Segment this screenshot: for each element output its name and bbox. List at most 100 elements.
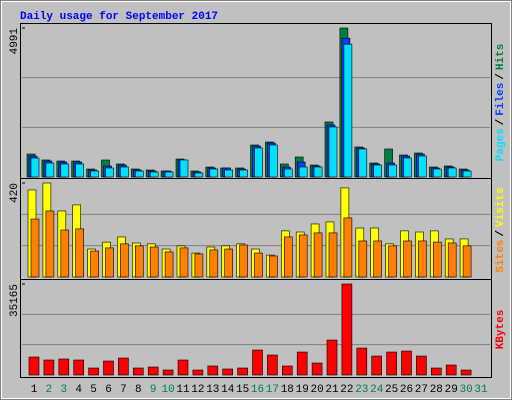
bar	[283, 236, 293, 278]
bar	[341, 283, 353, 376]
bar	[269, 255, 278, 278]
bar	[30, 157, 40, 178]
bar	[164, 171, 174, 178]
bar	[418, 240, 427, 278]
bar	[283, 168, 293, 178]
bar	[447, 242, 457, 278]
bar	[430, 367, 442, 376]
bar	[30, 218, 40, 278]
bar	[120, 166, 129, 178]
bar	[313, 232, 323, 278]
bar	[237, 367, 248, 376]
x-tick-label: 5	[90, 384, 97, 396]
legend-separator: /	[495, 230, 507, 237]
bar	[209, 249, 219, 278]
bar	[462, 245, 472, 278]
bar	[207, 365, 219, 376]
bar	[88, 367, 99, 376]
x-tick-label: 15	[236, 384, 249, 396]
y-tick-label: 4991	[9, 28, 21, 55]
bar	[239, 244, 248, 278]
x-tick-label: 8	[135, 384, 142, 396]
x-tick-label: 16	[251, 384, 264, 396]
x-tick-label: 14	[221, 384, 235, 396]
bar	[313, 166, 323, 178]
x-tick-label: 28	[430, 384, 443, 396]
bar	[105, 167, 114, 178]
bar	[356, 347, 368, 376]
y-tick-label: 35165	[9, 284, 21, 317]
x-tick-label: 2	[46, 384, 53, 396]
x-tick-label: 25	[385, 384, 398, 396]
bar	[224, 169, 233, 178]
y-tick-label: 420	[9, 183, 21, 203]
bar	[58, 358, 70, 376]
bar	[135, 170, 144, 178]
bar	[147, 366, 159, 376]
x-tick-label: 13	[206, 384, 219, 396]
x-tick-label: 7	[120, 384, 127, 396]
x-tick-label: 3	[60, 384, 67, 396]
x-tick-label: 31	[474, 384, 488, 396]
bar	[90, 250, 99, 278]
x-tick-label: 29	[445, 384, 458, 396]
bar	[373, 164, 383, 178]
bar	[416, 355, 427, 376]
bar	[149, 246, 159, 278]
x-tick-label: 1	[31, 384, 38, 396]
bar	[209, 168, 219, 178]
bar	[373, 240, 383, 278]
bar	[45, 162, 55, 178]
bar	[179, 159, 189, 178]
bar	[75, 228, 84, 278]
bar	[418, 155, 427, 178]
bar	[179, 247, 189, 278]
bar	[45, 210, 55, 278]
legend: Pages / Files / Hits	[495, 44, 507, 162]
x-tick-label: 4	[75, 384, 82, 396]
bar	[432, 168, 442, 178]
bar	[388, 245, 397, 278]
legend-entry: Files	[495, 83, 507, 116]
bar	[460, 369, 472, 376]
x-tick-label: 21	[325, 384, 339, 396]
bar	[386, 351, 397, 376]
x-tick-label: 10	[161, 384, 174, 396]
bar	[358, 148, 368, 178]
bar	[445, 364, 457, 376]
legend-separator: /	[495, 118, 507, 125]
legend-entry: Pages	[495, 128, 507, 161]
legend-entry: KBytes	[495, 310, 507, 350]
bar	[462, 170, 472, 178]
bar	[311, 362, 323, 376]
bar	[328, 126, 338, 178]
bar	[239, 169, 248, 178]
bar	[267, 354, 278, 376]
chart-title: Daily usage for September 2017	[20, 11, 218, 23]
legend-entry: Hits	[495, 44, 507, 70]
bar	[269, 144, 278, 178]
bar	[73, 359, 84, 376]
bar	[118, 357, 129, 376]
bar	[60, 229, 70, 278]
bar	[388, 164, 397, 178]
bar	[177, 359, 189, 376]
bar	[194, 172, 204, 178]
bar	[224, 248, 233, 278]
x-tick-label: 30	[459, 384, 472, 396]
bar	[164, 251, 174, 278]
x-tick-label: 11	[176, 384, 190, 396]
x-tick-label: 18	[281, 384, 294, 396]
bar	[254, 147, 263, 178]
x-tick-label: 9	[150, 384, 157, 396]
x-tick-label: 20	[310, 384, 323, 396]
bar	[43, 359, 55, 376]
legend-separator: /	[495, 73, 507, 80]
x-tick-label: 17	[266, 384, 279, 396]
legend-entry: Visits	[495, 187, 507, 227]
x-tick-label: 12	[191, 384, 204, 396]
legend-entry: Sites	[495, 240, 507, 273]
bar	[328, 232, 338, 278]
